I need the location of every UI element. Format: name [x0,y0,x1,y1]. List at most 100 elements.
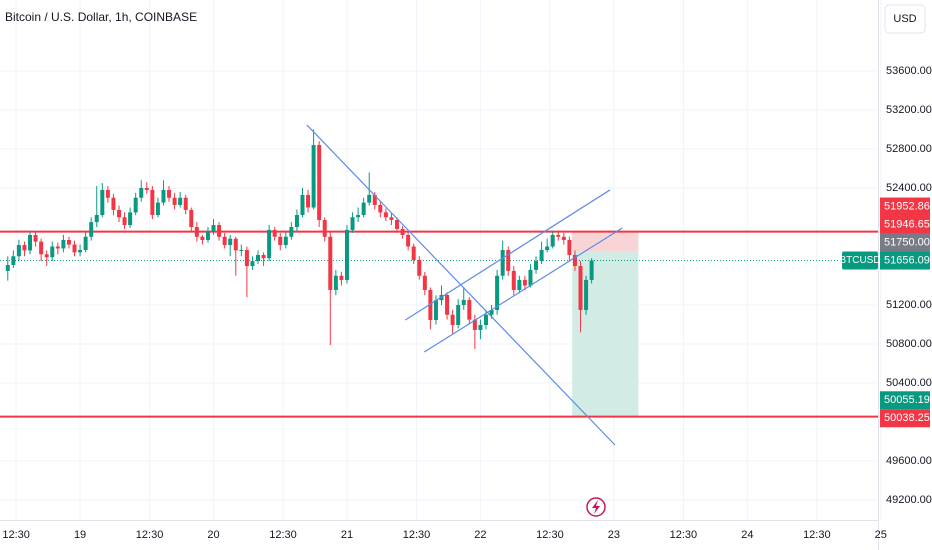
currency-button[interactable] [884,4,926,34]
candle-body [545,246,550,251]
price-label: 51750.00 [884,236,930,248]
candle-body [550,234,555,247]
symbol-box [842,251,878,270]
x-tick-label: 23 [608,529,620,541]
candle-body [528,269,533,286]
candle-body [322,219,327,237]
candle-body [150,189,155,216]
price-label-box [880,391,930,410]
candle-body [205,231,210,240]
candle-body [50,246,55,258]
currency-label[interactable]: USD [893,13,916,25]
x-tick-label: 25 [875,529,887,541]
trend-line [423,227,623,353]
chart-title: Bitcoin / U.S. Dollar, 1h, COINBASE [5,10,197,24]
candle-body [534,261,539,270]
candle-body [278,236,283,246]
candle-body [378,204,383,213]
candle-body [116,209,121,218]
candle-body [367,194,372,203]
candle-body [411,246,416,260]
candle-body [28,234,33,251]
x-tick-label: 12:30 [536,529,564,541]
candle-body [139,187,144,198]
candle-body [383,212,388,218]
price-label-box [880,251,930,270]
candle-body [144,187,149,190]
x-tick-label: 19 [74,529,86,541]
price-label-box [880,409,930,428]
candle-body [483,314,488,325]
candle-body [306,194,311,208]
y-tick-label: 53600.00 [886,65,932,77]
price-label-box [880,197,930,216]
candle-body [356,215,361,218]
price-label: 50055.19 [884,394,930,406]
candle-body [161,189,166,203]
stop-zone [572,231,639,252]
candle-body [39,241,44,255]
candle-body [428,289,433,321]
candle-body [222,236,227,246]
x-tick-label: 22 [474,529,486,541]
candle-body [406,234,411,247]
candle-body [244,250,249,266]
candle-body [233,238,238,251]
candle-body [178,197,183,205]
candle-body [422,275,427,290]
candle-body [311,144,316,208]
y-tick-label: 49200.00 [886,494,932,506]
candle-body [389,217,394,220]
x-tick-label: 12:30 [403,529,431,541]
candle-body [22,245,27,251]
candle-body [489,309,494,315]
candle-body [578,265,583,310]
candle-body [261,254,266,259]
y-tick-label: 52800.00 [886,143,932,155]
candle-body [478,324,483,330]
candle-body [511,270,516,290]
candle-body [539,250,544,262]
candle-body [339,275,344,280]
candle-body [350,217,355,230]
candle-body [172,197,177,205]
y-tick-label: 51200.00 [886,299,932,311]
candle-body [5,265,10,271]
candle-body [500,250,505,276]
candle-body [89,222,94,237]
candle-body [228,238,233,246]
candle-body [200,236,205,240]
candle-body [450,314,455,325]
candle-body [445,294,450,315]
candle-body [589,260,594,280]
candle-body [272,229,277,237]
candle-body [217,225,222,237]
candle-body [584,279,589,310]
candle-body [72,244,77,253]
candle-body [522,279,527,286]
candle-body [556,234,561,237]
price-label: 51952.86 [884,200,930,212]
price-label-box [880,233,930,252]
candle-body [44,254,49,258]
candle-body [33,234,38,242]
candle-body [400,228,405,235]
candle-body [328,236,333,290]
candle-body [417,259,422,276]
price-label: 50038.25 [884,412,930,424]
x-tick-label: 24 [741,529,753,541]
candle-body [100,189,105,216]
candle-body [267,229,272,259]
x-tick-label: 12:30 [803,529,831,541]
candle-body [11,256,16,266]
x-tick-label: 12:30 [2,529,30,541]
candle-body [194,226,199,237]
candle-body [395,219,400,229]
candle-body [78,250,83,253]
alert-icon[interactable] [586,497,606,517]
candle-body [572,254,577,266]
candle-body [105,189,110,198]
candle-body [289,226,294,237]
